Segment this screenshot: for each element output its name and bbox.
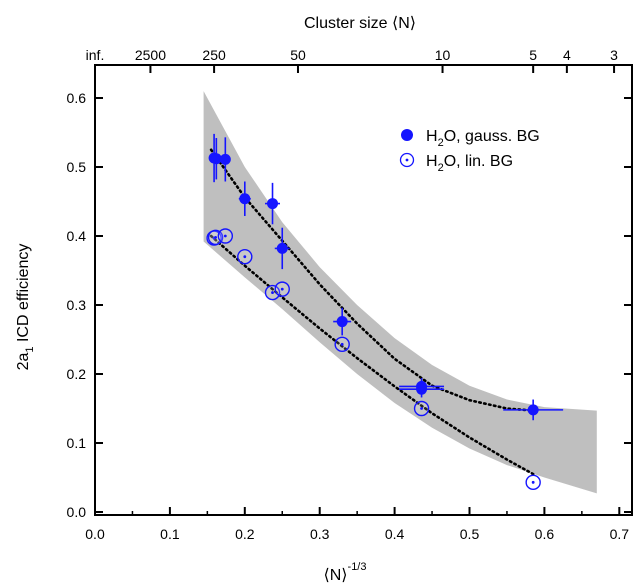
legend-marker-open-dot [405, 158, 409, 162]
y-tick-label: 0.4 [67, 228, 87, 244]
legend-label-0: H2O, gauss. BG [426, 128, 540, 149]
x-tick-label: 0.7 [610, 526, 630, 542]
lin-bg-point-dot [243, 255, 247, 259]
gauss-bg-point [416, 383, 428, 395]
top-tick-label: inf. [86, 47, 105, 63]
gauss-bg-point [219, 153, 231, 165]
y-axis-title: 2a1 ICD efficiency [15, 244, 36, 371]
top-tick-label: 10 [435, 47, 451, 63]
gauss-bg-point [239, 193, 251, 205]
data-points [206, 133, 564, 491]
plot-frame [94, 64, 633, 516]
lin-bg-point-dot [223, 234, 227, 238]
y-axis-title-sub: 1 [24, 346, 36, 352]
y-axis-title-main: 2a [15, 352, 32, 370]
top-tick-label: 50 [290, 47, 306, 63]
lin-bg-point-dot [214, 235, 217, 239]
y-tick-label: 0.2 [67, 366, 87, 382]
gauss-bg-point [210, 153, 222, 165]
lin-bg-point-dot [271, 291, 274, 294]
tick-labels: 0.0 0.1 0.2 0.3 0.4 0.5 0.6 0.7 0.0 0.1 0.2 0.3 0.4 0… [67, 47, 630, 542]
fit-lines [209, 148, 535, 476]
x-axis-title-main: ⟨N⟩ [323, 567, 347, 584]
legend-marker-open [399, 152, 415, 168]
top-axis-title: Cluster size ⟨N⟩ [304, 15, 416, 32]
lin-bg-point-dot [531, 480, 535, 484]
gauss-bg-point [336, 316, 348, 328]
fit-line [209, 234, 535, 476]
y-tick-label: 0.5 [67, 159, 87, 175]
lin-bg-point-dot [340, 342, 344, 346]
top-tick-label: 5 [529, 47, 537, 63]
band-area [203, 91, 597, 494]
x-axis-title-sup: -1/3 [348, 561, 367, 573]
x-tick-label: 0.2 [235, 526, 255, 542]
x-tick-label: 0.3 [310, 526, 330, 542]
lin-bg-point-dot [420, 407, 423, 410]
x-tick-label: 0.5 [460, 526, 480, 542]
uncertainty-band [203, 91, 597, 494]
y-tick-label: 0.1 [67, 435, 87, 451]
x-tick-label: 0.4 [385, 526, 405, 542]
gauss-bg-point [267, 198, 279, 210]
y-tick-label: 0.3 [67, 297, 87, 313]
gauss-bg-point [276, 242, 288, 254]
top-tick-label: 3 [610, 47, 618, 63]
legend: H2O, gauss. BG H2O, lin. BG [399, 128, 540, 174]
top-tick-label: 4 [563, 47, 571, 63]
x-tick-label: 0.6 [535, 526, 555, 542]
y-tick-label: 0.6 [67, 90, 87, 106]
fit-line [209, 148, 535, 412]
y-axis-title-rest: ICD efficiency [15, 244, 32, 347]
y-tick-label: 0.0 [67, 504, 87, 520]
lin-bg-point-dot [280, 287, 284, 291]
x-tick-label: 0.1 [160, 526, 180, 542]
x-tick-label: 0.0 [85, 526, 105, 542]
top-tick-label: 250 [202, 47, 226, 63]
axes-frame [94, 64, 633, 516]
gauss-bg-point [527, 404, 539, 416]
top-tick-label: 2500 [135, 47, 166, 63]
legend-label-1: H2O, lin. BG [426, 153, 513, 174]
legend-marker-filled [401, 129, 413, 141]
x-axis-title: ⟨N⟩-1/3 [323, 561, 366, 584]
